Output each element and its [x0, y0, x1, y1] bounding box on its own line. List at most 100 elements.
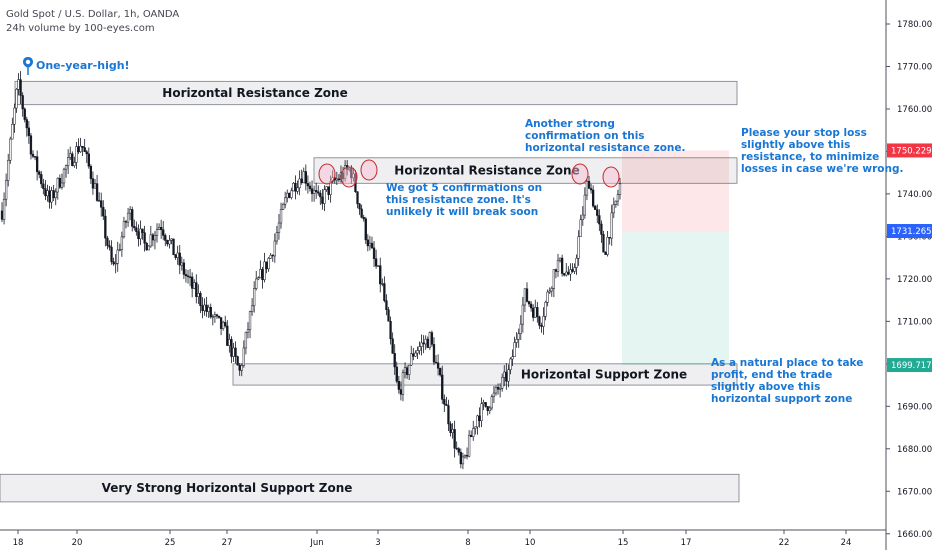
- candle-body: [271, 254, 274, 257]
- candle-body: [525, 288, 529, 302]
- candle-body: [492, 392, 496, 397]
- candle-body: [379, 265, 382, 285]
- candle-body: [288, 192, 291, 198]
- candle-body: [546, 291, 549, 303]
- candle-body: [412, 353, 415, 357]
- stop-loss-note: Please your stop loss slightly above thi…: [741, 127, 904, 175]
- candle-body: [23, 108, 26, 120]
- candle-body: [298, 178, 301, 189]
- candle-body: [470, 434, 473, 438]
- candle-body: [126, 212, 130, 223]
- candle-body: [186, 275, 190, 278]
- candle-body: [42, 183, 45, 189]
- zone-rect: [0, 473, 740, 503]
- candle-body: [575, 257, 578, 268]
- candle-body: [612, 204, 615, 214]
- candle-body: [550, 288, 553, 292]
- candle-body: [408, 364, 411, 375]
- candle-body: [424, 338, 427, 345]
- candle-body: [133, 226, 136, 229]
- candle-body: [436, 362, 440, 369]
- candle-body: [571, 269, 574, 272]
- candle-body: [589, 188, 593, 191]
- candle-body: [73, 162, 76, 166]
- price-tag-label: 1731.265: [891, 227, 932, 237]
- candle-body: [234, 347, 237, 357]
- candle-body: [269, 254, 272, 259]
- candle-body: [304, 171, 307, 184]
- candle-body: [93, 183, 97, 189]
- candle-body: [50, 190, 53, 203]
- candle-body: [381, 283, 384, 285]
- candle-body: [366, 239, 369, 247]
- candle-body: [116, 249, 119, 264]
- candle-body: [13, 107, 16, 125]
- take-profit-area[interactable]: [622, 231, 729, 366]
- candle-body: [40, 174, 43, 185]
- candle-body: [112, 261, 115, 265]
- candle-body: [81, 145, 84, 148]
- candle-body: [474, 426, 477, 429]
- candle-body: [567, 271, 570, 275]
- candle-body: [15, 89, 18, 109]
- candle-body: [141, 228, 144, 233]
- candle-body: [604, 251, 607, 255]
- candle-body: [478, 415, 481, 421]
- candle-body: [35, 156, 39, 173]
- candle-body: [548, 290, 551, 293]
- candle-body: [58, 178, 62, 188]
- candle-body: [579, 219, 582, 237]
- candle-body: [168, 240, 171, 245]
- candle-body: [226, 325, 229, 346]
- candle-body: [48, 190, 51, 203]
- candle-body: [523, 288, 527, 306]
- candle-body: [521, 304, 525, 325]
- candle-body: [583, 194, 587, 216]
- candle-body: [428, 332, 431, 348]
- candle-body: [66, 157, 70, 166]
- candle-body: [286, 192, 289, 199]
- candle-body: [143, 232, 146, 244]
- candle-body: [397, 381, 400, 390]
- candle-body: [486, 406, 489, 411]
- confirmation-circles: [318, 159, 620, 188]
- x-tick-label: 24: [841, 538, 852, 548]
- candle-body: [306, 183, 310, 187]
- candle-body: [517, 333, 520, 340]
- candle-body: [377, 265, 380, 267]
- candle-body: [145, 242, 148, 251]
- candle-body: [327, 186, 330, 195]
- candle-body: [277, 222, 281, 233]
- stop-loss-area[interactable]: [622, 150, 729, 232]
- y-tick-label: 1770.000: [897, 62, 932, 72]
- candle-body: [565, 271, 568, 276]
- candle-body: [385, 300, 388, 311]
- candle-body: [77, 146, 80, 153]
- candle-body: [95, 183, 99, 201]
- price-tag: [887, 358, 932, 373]
- candle-body: [44, 188, 47, 197]
- candle-body: [172, 238, 175, 256]
- trade-box[interactable]: [622, 150, 729, 366]
- candle-body: [83, 147, 86, 152]
- candle-body: [472, 428, 475, 438]
- candle-body: [137, 231, 140, 240]
- candle-body: [54, 191, 57, 199]
- candle-body: [211, 316, 214, 318]
- candle-body: [368, 242, 372, 247]
- candle-body: [594, 205, 597, 210]
- confirmation-circle: [360, 159, 378, 181]
- candle-body: [199, 293, 202, 306]
- candle-body: [257, 277, 260, 280]
- candle-body: [321, 196, 324, 204]
- candle-body: [422, 342, 425, 345]
- candle-body: [498, 388, 502, 390]
- candle-body: [329, 181, 332, 195]
- candle-body: [191, 276, 194, 289]
- candle-body: [197, 293, 200, 297]
- price-tag-label: 1699.717: [891, 361, 932, 371]
- candle-body: [505, 371, 508, 382]
- candle-body: [532, 307, 535, 318]
